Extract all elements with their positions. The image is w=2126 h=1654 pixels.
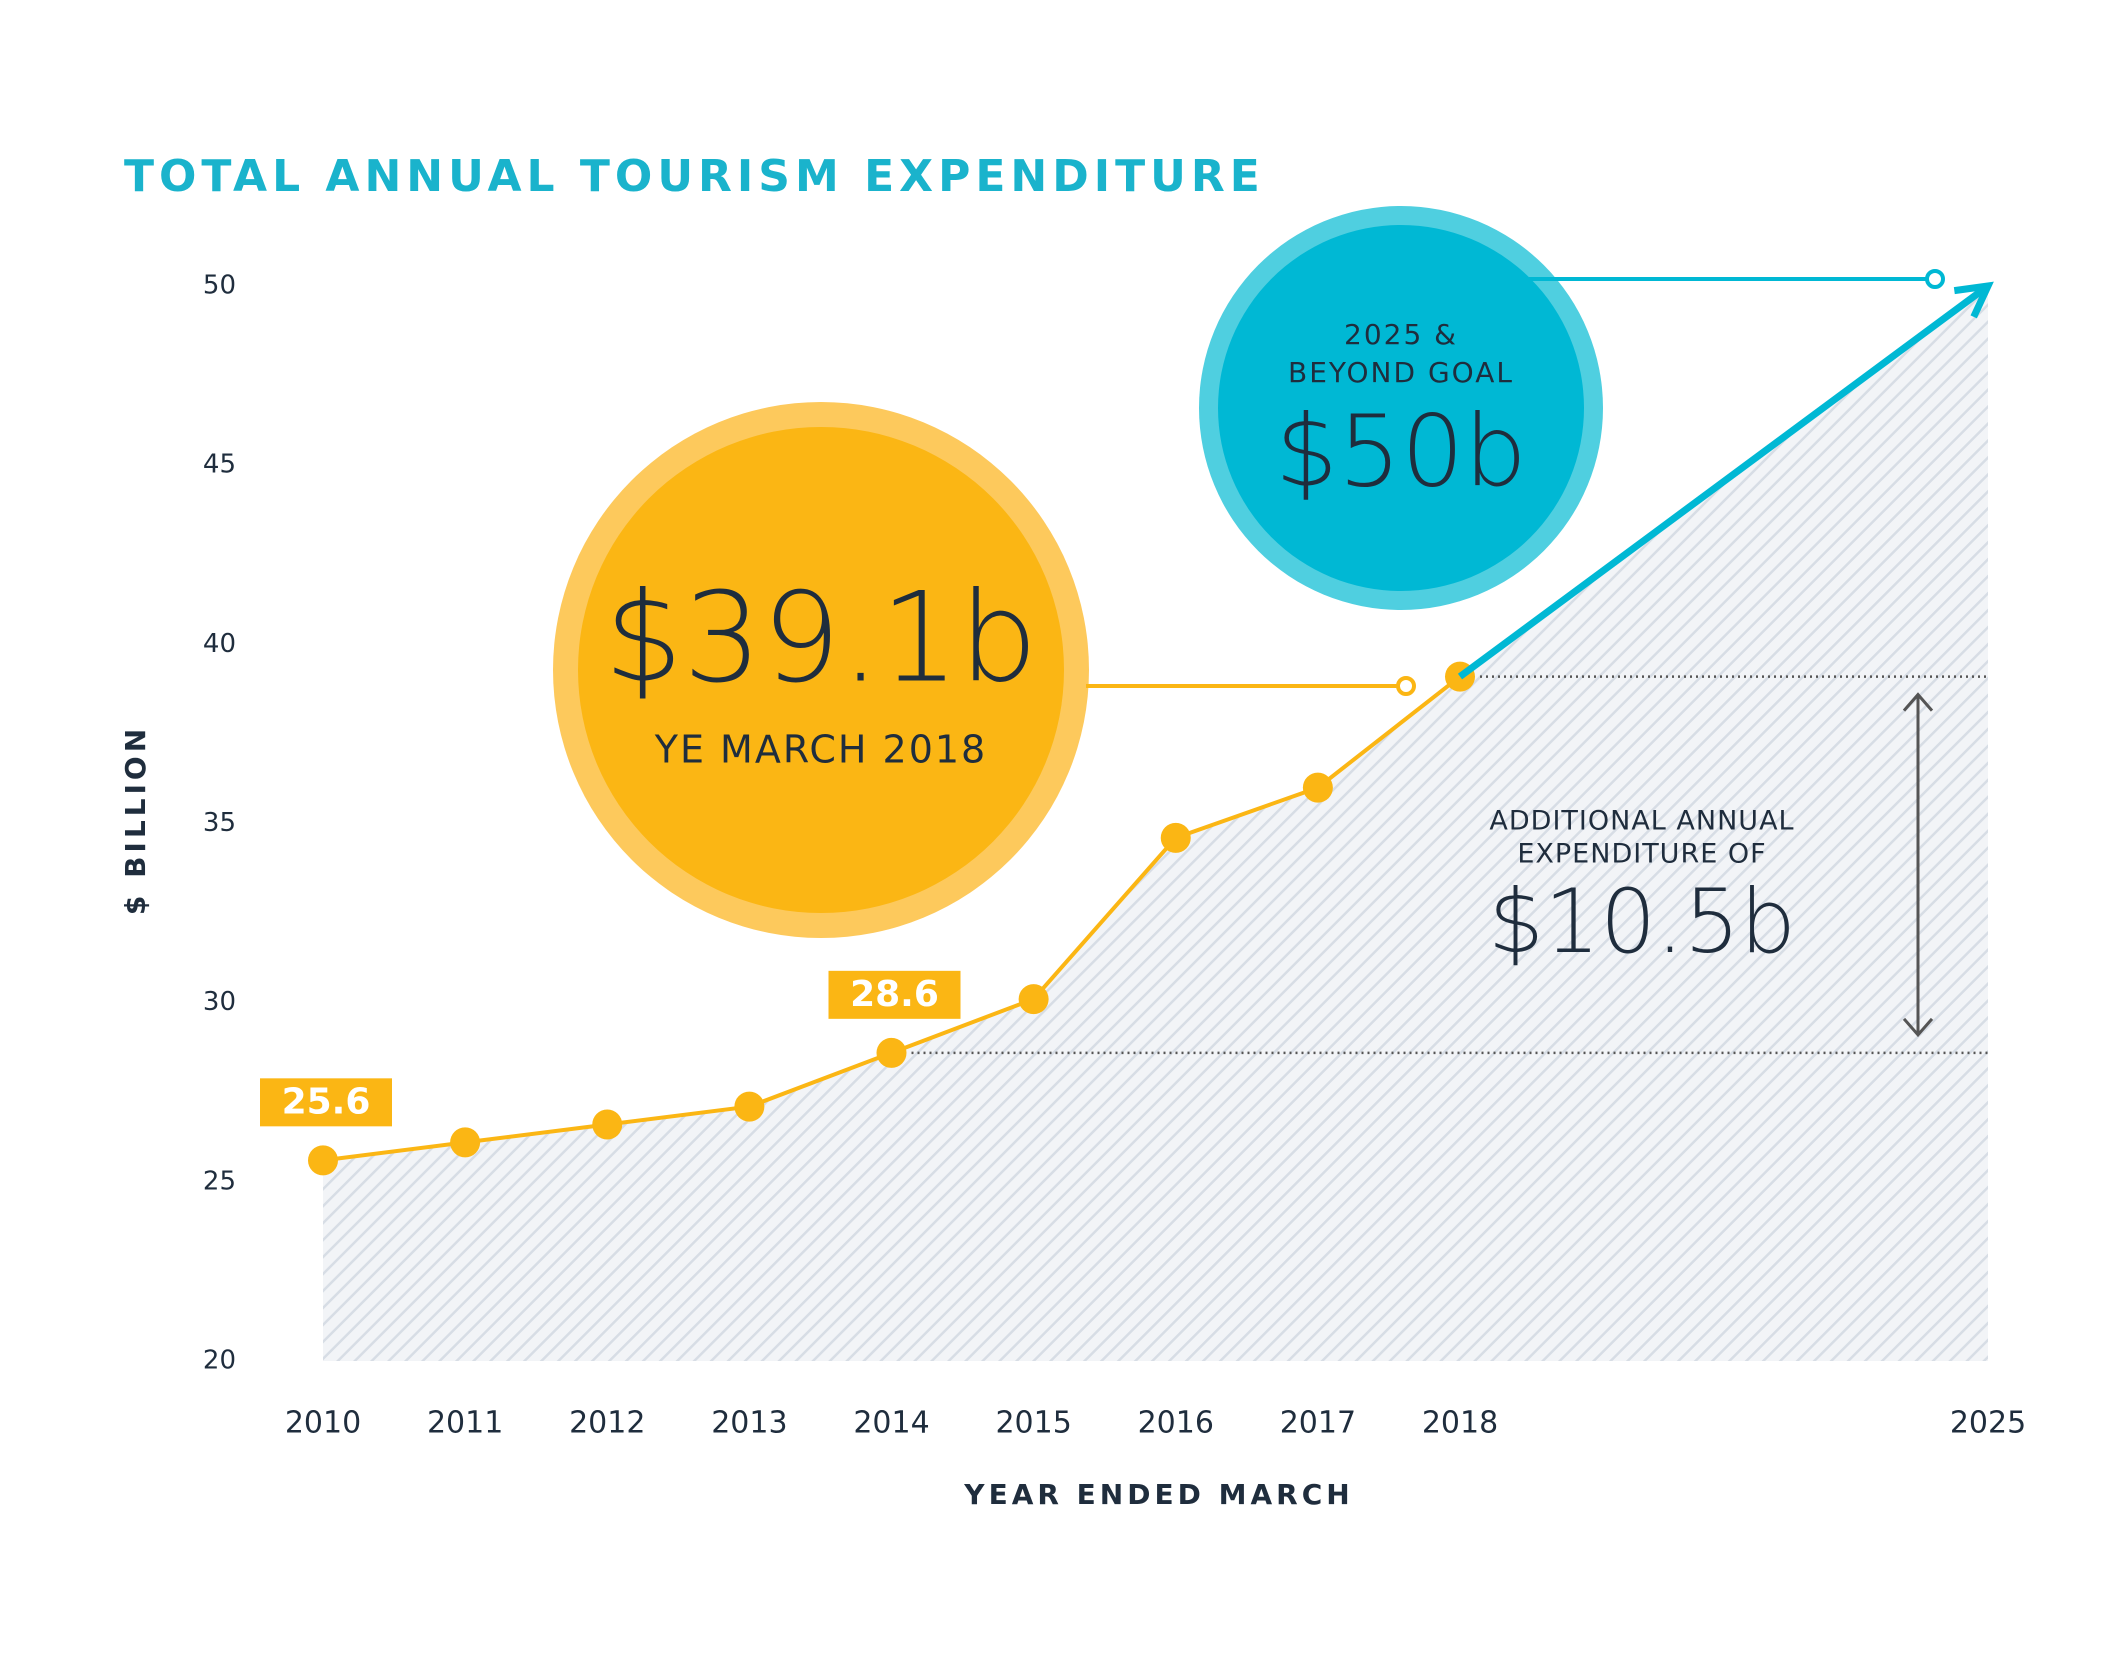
series-line [1457, 283, 1991, 680]
x-tick-label: 2013 [711, 1406, 787, 1441]
gap-arrowhead [1902, 692, 1934, 712]
area [323, 286, 1988, 1361]
value-label-box [260, 1078, 392, 1127]
x-tick-label: 2015 [995, 1406, 1071, 1441]
y-tick-label: 25 [203, 1166, 236, 1196]
x-axis-label: YEAR ENDED MARCH [963, 1478, 1353, 1511]
callout-caption: YE MARCH 2018 [654, 728, 988, 772]
point [450, 1127, 481, 1158]
x-tick-label: 2010 [285, 1406, 361, 1441]
callout-disc [1218, 225, 1584, 591]
callout-caption: 2025 & [1344, 318, 1458, 351]
guide-layer [911, 675, 1988, 1055]
point [308, 1145, 338, 1176]
value-label-box [828, 970, 961, 1019]
point [1160, 822, 1191, 853]
y-axis-label: $ BILLION [119, 725, 152, 915]
point [876, 1037, 907, 1068]
callout-end [1396, 676, 1416, 696]
x-tick-label: 2014 [853, 1406, 929, 1441]
callout-end [1925, 269, 1945, 289]
y-tick-label: 30 [203, 987, 236, 1017]
value-label: 25.6 [282, 1081, 371, 1122]
current-callout: $39.1b YE MARCH 2018 [553, 402, 1416, 938]
y-tick-label: 45 [203, 450, 236, 480]
point [592, 1109, 623, 1140]
y-tick-label: 35 [203, 808, 236, 838]
point [1302, 772, 1333, 803]
gap-caption: ADDITIONAL ANNUAL [1489, 806, 1794, 837]
gap-caption: EXPENDITURE OF [1517, 839, 1766, 870]
callout-value: $39.1b [604, 566, 1038, 710]
value-label: 28.6 [850, 974, 939, 1015]
x-tick-label: 2025 [1950, 1406, 2026, 1441]
x-tick-label: 2017 [1280, 1406, 1356, 1441]
line-layer: 25.6 28.6 [260, 281, 1994, 1176]
gap-annotation: ADDITIONAL ANNUAL EXPENDITURE OF $10.5b [1488, 806, 1796, 974]
x-tick-label: 2011 [427, 1406, 503, 1441]
x-tick-label: 2016 [1138, 1406, 1214, 1441]
area-layer [323, 286, 1988, 1361]
y-tick-label: 20 [203, 1346, 236, 1376]
callout-caption: BEYOND GOAL [1288, 356, 1514, 389]
point [734, 1091, 765, 1122]
x-tick-label: 2018 [1422, 1406, 1498, 1441]
gap-value: $10.5b [1488, 870, 1796, 973]
chart-title: TOTAL ANNUAL TOURISM EXPENDITURE [124, 151, 1265, 202]
y-tick-label: 50 [203, 271, 236, 301]
goal-callout: 2025 & BEYOND GOAL $50b [1199, 206, 1945, 610]
callout-disc [578, 427, 1064, 913]
callout-value: $50b [1275, 394, 1527, 509]
x-tick-label: 2012 [569, 1406, 645, 1441]
y-tick-label: 40 [203, 629, 236, 659]
point [1018, 984, 1049, 1015]
goal-arrowhead [1953, 281, 1994, 319]
gap-arrowhead [1902, 1017, 1934, 1038]
